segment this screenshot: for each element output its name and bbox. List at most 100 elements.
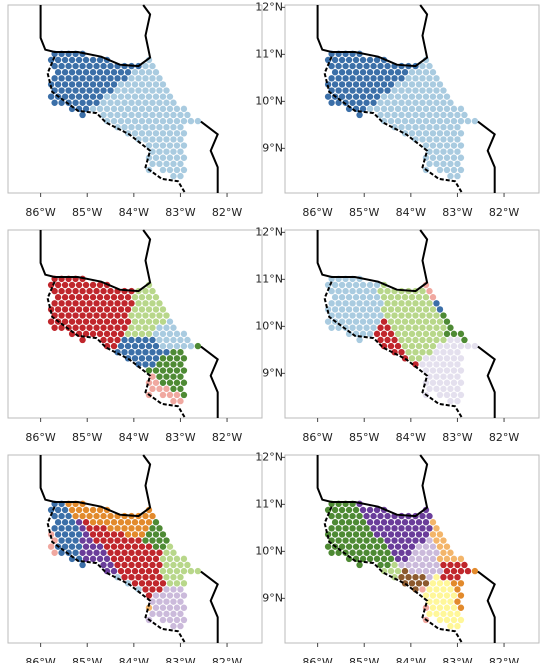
grid-cell-dot bbox=[457, 142, 465, 149]
grid-cell-dot bbox=[429, 367, 437, 374]
grid-cell-dot bbox=[54, 531, 62, 538]
grid-cell-dot bbox=[433, 148, 440, 155]
grid-cell-dot bbox=[359, 519, 367, 526]
grid-cell-dot bbox=[373, 330, 381, 338]
grid-cell-dot bbox=[422, 142, 430, 149]
grid-cell-dot bbox=[352, 294, 360, 301]
grid-cell-dot bbox=[412, 549, 419, 556]
grid-cell-dot bbox=[387, 531, 395, 538]
grid-cell-dot bbox=[440, 349, 447, 356]
grid-cell-dot bbox=[156, 598, 163, 605]
grid-cell-dot bbox=[51, 300, 58, 307]
grid-cell-dot bbox=[54, 506, 62, 514]
grid-cell-dot bbox=[131, 294, 139, 301]
grid-cell-dot bbox=[415, 543, 423, 550]
grid-cell-dot bbox=[128, 300, 135, 307]
grid-cell-dot bbox=[142, 349, 149, 356]
grid-cell-dot bbox=[138, 105, 146, 113]
grid-cell-dot bbox=[156, 75, 163, 82]
grid-cell-dot bbox=[72, 99, 79, 106]
grid-cell-dot bbox=[429, 330, 437, 338]
grid-cell-dot bbox=[366, 294, 374, 301]
grid-cell-dot bbox=[342, 62, 349, 70]
grid-cell-dot bbox=[429, 117, 437, 125]
grid-cell-dot bbox=[405, 75, 412, 82]
grid-cell-dot bbox=[177, 622, 184, 630]
grid-cell-dot bbox=[419, 300, 426, 307]
grid-cell-dot bbox=[447, 136, 454, 143]
grid-cell-dot bbox=[433, 300, 440, 307]
grid-cell-dot bbox=[124, 555, 132, 563]
grid-cell-dot bbox=[440, 324, 447, 331]
grid-cell-dot bbox=[103, 543, 111, 550]
grid-cell-dot bbox=[419, 75, 426, 82]
grid-cell-dot bbox=[415, 355, 423, 362]
grid-cell-dot bbox=[79, 512, 86, 520]
grid-cell-dot bbox=[328, 75, 335, 82]
grid-cell-dot bbox=[426, 525, 433, 532]
grid-cell-dot bbox=[121, 561, 128, 569]
grid-cell-dot bbox=[82, 519, 90, 526]
grid-cell-dot bbox=[450, 592, 458, 599]
grid-cell-dot bbox=[121, 75, 128, 82]
grid-cell-dot bbox=[159, 555, 167, 563]
grid-cell-dot bbox=[377, 312, 384, 319]
grid-cell-dot bbox=[152, 543, 160, 550]
grid-cell-dot bbox=[331, 81, 339, 88]
grid-cell-dot bbox=[170, 136, 177, 143]
grid-cell-dot bbox=[149, 136, 156, 143]
grid-cell-dot bbox=[142, 87, 149, 94]
grid-cell-dot bbox=[121, 537, 128, 544]
grid-cell-dot bbox=[163, 312, 170, 319]
grid-cell-dot bbox=[58, 287, 65, 295]
grid-cell-dot bbox=[356, 99, 363, 106]
grid-cell-dot bbox=[166, 367, 174, 374]
grid-cell-dot bbox=[328, 549, 335, 556]
grid-cell-dot bbox=[436, 379, 444, 386]
x-tick-label: 83°W bbox=[442, 431, 472, 444]
grid-cell-dot bbox=[391, 99, 398, 106]
grid-cell-dot bbox=[450, 117, 458, 125]
grid-cell-dot bbox=[51, 75, 58, 82]
grid-cell-dot bbox=[138, 519, 146, 526]
grid-cell-dot bbox=[394, 294, 402, 301]
grid-cell-dot bbox=[436, 117, 444, 125]
grid-cell-dot bbox=[177, 574, 184, 581]
x-tick-label: 84°W bbox=[119, 431, 149, 444]
grid-cell-dot bbox=[68, 69, 76, 76]
grid-cell-dot bbox=[454, 385, 461, 393]
grid-cell-dot bbox=[82, 555, 90, 563]
grid-cell-dot bbox=[356, 312, 363, 319]
grid-cell-dot bbox=[338, 519, 346, 526]
grid-cell-dot bbox=[124, 567, 132, 575]
grid-cell-dot bbox=[152, 93, 160, 100]
grid-cell-dot bbox=[436, 604, 444, 611]
grid-cell-dot bbox=[173, 355, 181, 362]
grid-cell-dot bbox=[429, 379, 437, 386]
grid-cell-dot bbox=[345, 519, 353, 526]
grid-cell-dot bbox=[384, 99, 391, 106]
grid-cell-dot bbox=[377, 336, 384, 344]
grid-cell-dot bbox=[366, 306, 374, 313]
grid-cell-dot bbox=[156, 549, 163, 556]
grid-cell-dot bbox=[54, 294, 62, 301]
grid-cell-dot bbox=[93, 525, 100, 532]
grid-cell-dot bbox=[135, 99, 142, 106]
grid-cell-dot bbox=[328, 300, 335, 307]
grid-cell-dot bbox=[152, 318, 160, 325]
grid-cell-dot bbox=[359, 306, 367, 313]
grid-cell-dot bbox=[58, 62, 65, 70]
grid-cell-dot bbox=[114, 75, 121, 82]
grid-cell-dot bbox=[156, 537, 163, 544]
grid-cell-dot bbox=[440, 561, 447, 569]
grid-cell-dot bbox=[173, 367, 181, 374]
grid-cell-dot bbox=[124, 93, 132, 100]
grid-cell-dot bbox=[131, 306, 139, 313]
grid-cell-dot bbox=[373, 543, 381, 550]
grid-cell-dot bbox=[408, 543, 416, 550]
grid-cell-dot bbox=[131, 318, 139, 325]
grid-cell-dot bbox=[454, 586, 461, 593]
grid-cell-dot bbox=[450, 142, 458, 149]
grid-cell-dot bbox=[138, 330, 146, 338]
grid-cell-dot bbox=[170, 373, 177, 380]
